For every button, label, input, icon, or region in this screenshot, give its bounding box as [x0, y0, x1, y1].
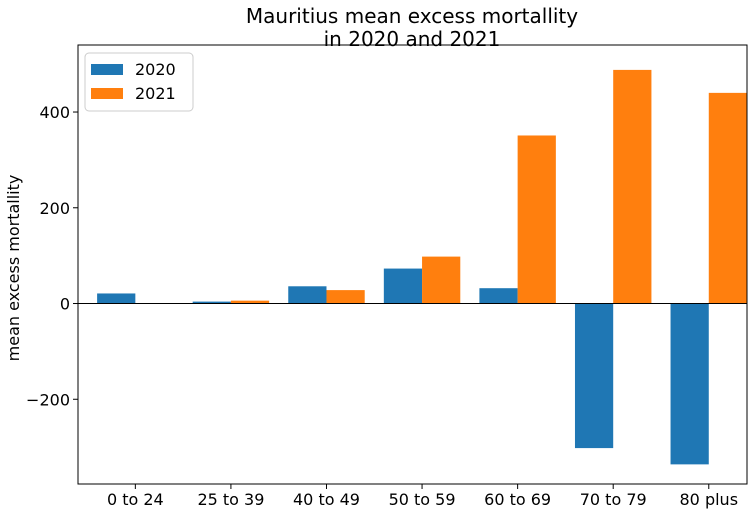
y-tick-label: 0	[60, 295, 70, 314]
bar-2021-25-to-39	[230, 300, 270, 304]
x-tick-label: 50 to 59	[389, 490, 456, 509]
x-tick-label: 0 to 24	[107, 490, 164, 509]
bar-2020-60-to-69	[479, 288, 518, 304]
y-axis-label: mean excess mortallity	[4, 175, 23, 362]
legend-swatch-2021	[91, 88, 123, 99]
x-tick-label: 70 to 79	[580, 490, 647, 509]
bar-2021-40-to-49	[326, 290, 365, 304]
bar-2020-0-to-24	[97, 293, 136, 304]
x-tick-label: 80 plus	[680, 490, 739, 509]
y-axis: −200 0 200 400	[26, 103, 78, 409]
bar-2020-25-to-39	[192, 301, 231, 304]
chart-title-line-2: in 2020 and 2021	[324, 27, 501, 51]
legend-swatch-2020	[91, 64, 123, 75]
bar-2020-80-plus	[670, 303, 709, 465]
y-tick-label: −200	[26, 390, 70, 409]
x-tick-label: 40 to 49	[293, 490, 360, 509]
y-tick-label: 200	[39, 199, 70, 218]
bar-2020-40-to-49	[288, 286, 327, 304]
plot-area-frame	[77, 44, 748, 485]
bar-2021-80-plus	[708, 92, 747, 304]
bar-2021-70-to-79	[613, 69, 652, 304]
x-axis: 0 to 24 25 to 39 40 to 49 50 to 59 60 to 69 7…	[107, 484, 738, 509]
legend-label-2021: 2021	[135, 84, 176, 103]
legend-label-2020: 2020	[135, 60, 176, 79]
x-tick-label: 25 to 39	[197, 490, 264, 509]
bar-2021-60-to-69	[517, 135, 556, 304]
bars-layer	[97, 69, 747, 465]
legend: 2020 2021	[84, 52, 194, 112]
x-tick-label: 60 to 69	[484, 490, 551, 509]
bar-2020-70-to-79	[574, 303, 614, 449]
bar-2020-50-to-59	[383, 268, 423, 304]
chart-title-line-1: Mauritius mean excess mortallity	[246, 4, 578, 28]
bar-2021-50-to-59	[422, 256, 461, 304]
y-tick-label: 400	[39, 103, 70, 122]
